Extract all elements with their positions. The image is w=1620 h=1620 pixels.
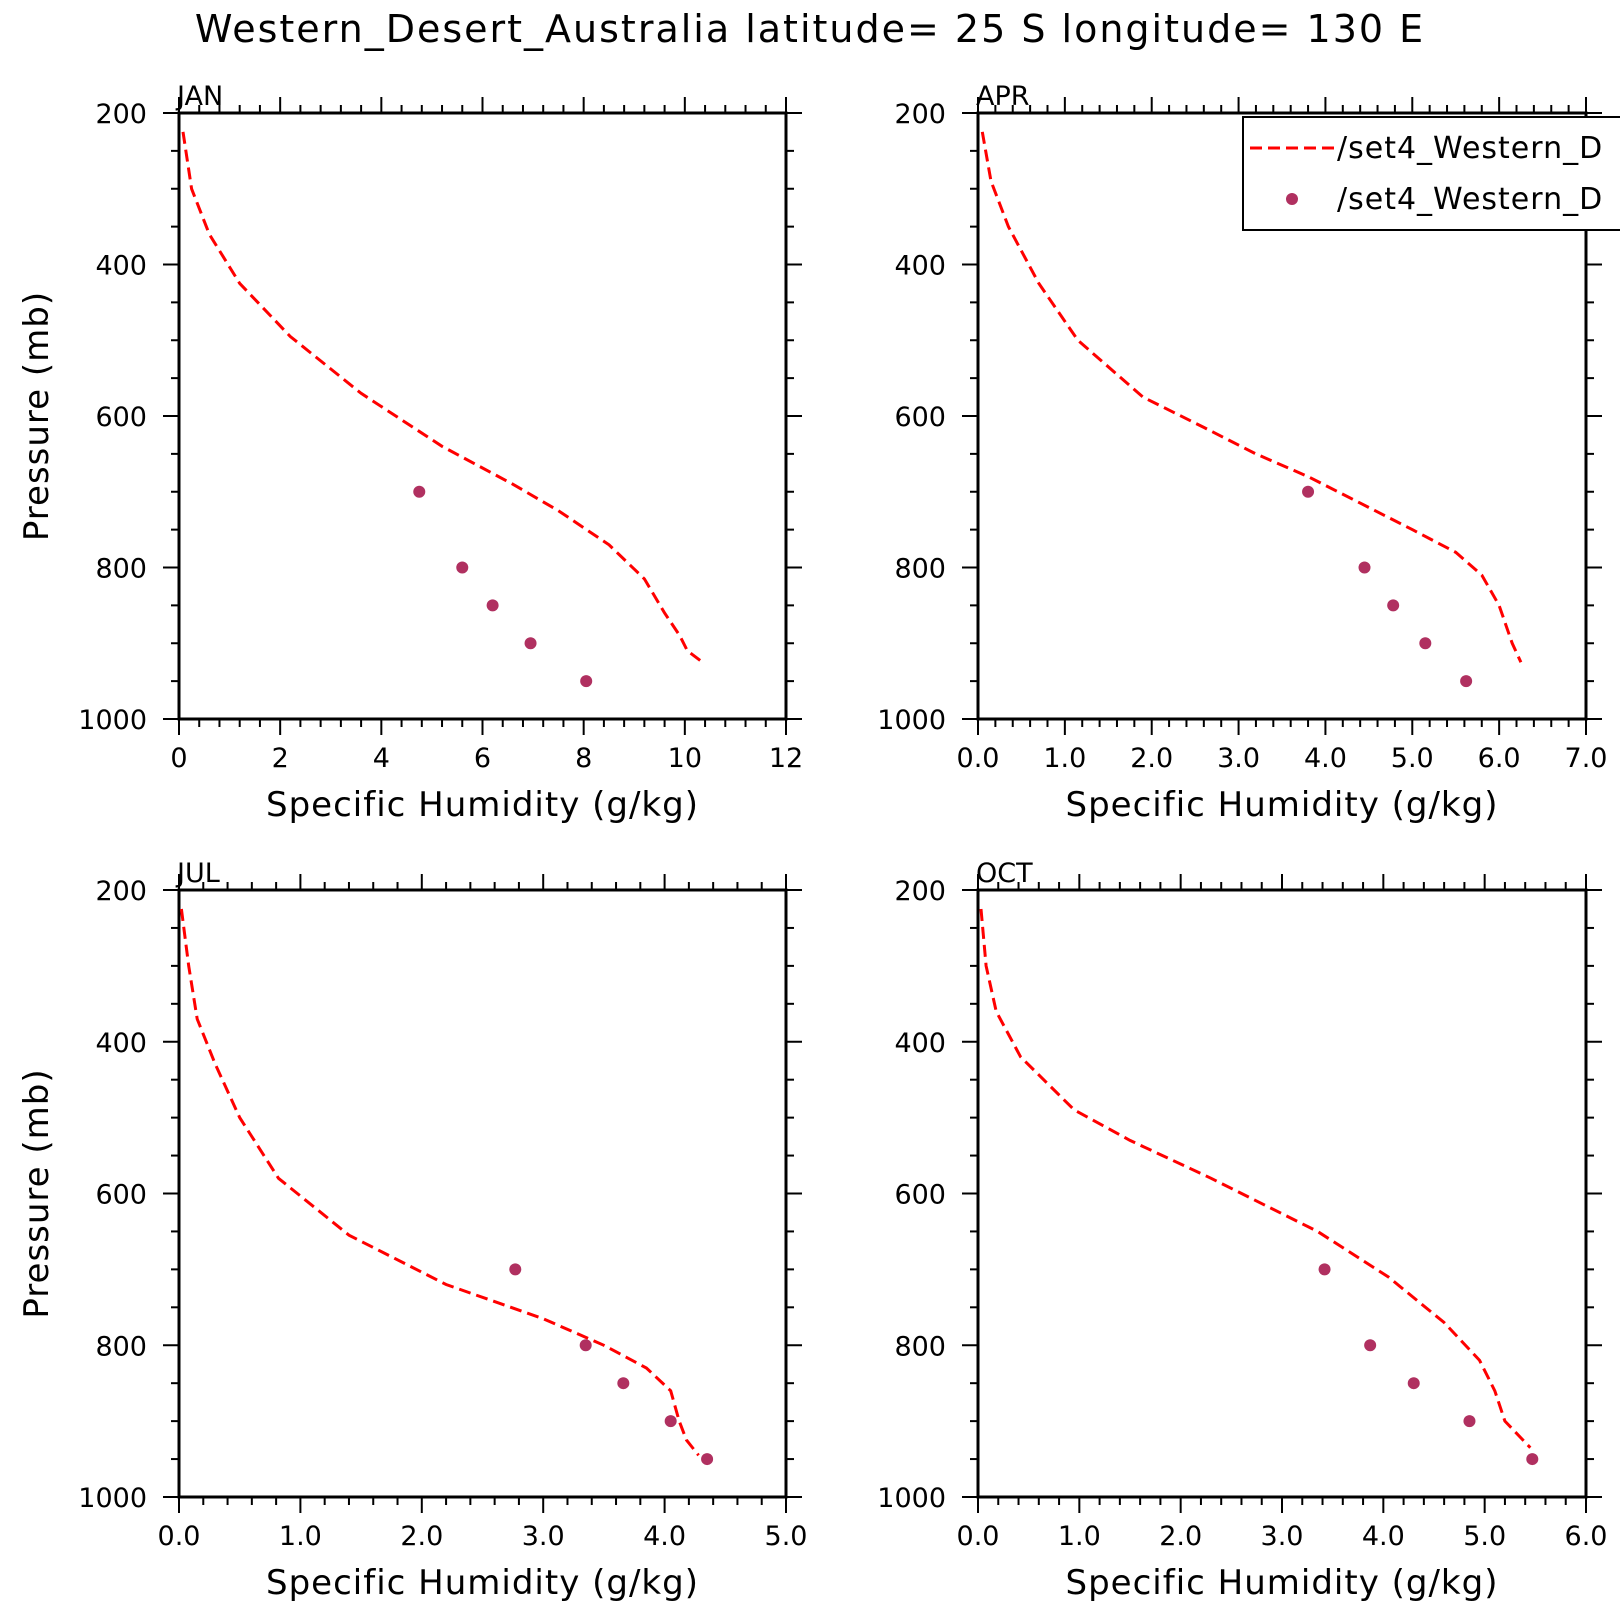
panel-apr: APR 0.0 1.0 2.0 3.0 4.0 5.0 6.0 7.0 200 400 600 800 1…	[877, 81, 1607, 825]
panel-label: JUL	[175, 858, 220, 889]
plot-frame	[177, 111, 788, 721]
panel-oct: OCT 0.0 1.0 2.0 3.0 4.0 5.0 6.0 200 400 600 800 1000…	[877, 858, 1607, 1603]
y-tick-label: 400	[95, 1028, 147, 1059]
x-tick-label: 1.0	[279, 1521, 322, 1552]
x-tick-label: 2.0	[1159, 1521, 1202, 1552]
x-tick-label: 4.0	[1304, 743, 1347, 774]
y-tick-label: 800	[894, 1331, 946, 1362]
x-tick-label: 6.0	[1478, 743, 1521, 774]
y-tick-label: 1000	[78, 705, 147, 736]
legend-dot-swatch	[1286, 193, 1298, 205]
x-tick-label: 0.0	[957, 743, 1000, 774]
obs-point	[1407, 1377, 1420, 1390]
y-tick-label: 400	[95, 251, 147, 282]
y-axis-label: Pressure (mb)	[17, 1068, 57, 1318]
obs-point	[1460, 675, 1473, 688]
x-axis-label: Specific Humidity (g/kg)	[1066, 785, 1499, 825]
y-tick-label: 600	[95, 402, 147, 433]
x-tick-label: 3.0	[1217, 743, 1260, 774]
x-tick-label: 5.0	[765, 1521, 808, 1552]
y-tick-label: 1000	[877, 705, 946, 736]
obs-point	[486, 599, 499, 612]
x-tick-label: 3.0	[1261, 1521, 1304, 1552]
x-tick-label: 2.0	[1130, 743, 1173, 774]
x-tick-label: 3.0	[522, 1521, 565, 1552]
model-profile-line	[979, 908, 1532, 1449]
x-tick-label: 2.0	[400, 1521, 443, 1552]
x-tick-label: 4.0	[1362, 1521, 1405, 1552]
obs-point	[1419, 637, 1432, 650]
legend-label-model: /set4_Western_D	[1337, 131, 1603, 166]
y-tick-label: 200	[894, 876, 946, 907]
y-tick-label: 800	[95, 554, 147, 585]
y-tick-label: 600	[894, 402, 946, 433]
x-tick-label: 4	[373, 743, 390, 774]
x-tick-label: 2	[272, 743, 289, 774]
model-profile-line	[181, 131, 704, 664]
y-tick-label: 400	[894, 251, 946, 282]
obs-point	[524, 637, 537, 650]
y-tick-label: 1000	[877, 1483, 946, 1514]
figure-title: Western_Desert_Australia latitude= 25 S …	[195, 7, 1425, 51]
y-tick-label: 1000	[78, 1483, 147, 1514]
obs-point	[1318, 1263, 1331, 1276]
x-tick-label: 0.0	[957, 1521, 1000, 1552]
panel-label: APR	[976, 81, 1030, 112]
obs-point	[664, 1415, 677, 1428]
y-axis-label: Pressure (mb)	[17, 291, 57, 541]
y-tick-label: 200	[95, 876, 147, 907]
obs-point	[580, 675, 593, 688]
panel-label: OCT	[976, 858, 1033, 889]
obs-point	[456, 561, 469, 574]
panel-jul: JUL 0.0 1.0 2.0 3.0 4.0 5.0 200 400 600 800 1000 Spe…	[17, 858, 807, 1603]
y-tick-label: 800	[95, 1331, 147, 1362]
x-tick-label: 1.0	[1058, 1521, 1101, 1552]
obs-point	[509, 1263, 522, 1276]
obs-point	[1387, 599, 1400, 612]
legend: /set4_Western_D/set4_Western_D	[1242, 116, 1620, 231]
legend-box	[1242, 116, 1620, 231]
x-tick-label: 5.0	[1391, 743, 1434, 774]
obs-point	[1302, 485, 1315, 498]
obs-point	[701, 1453, 714, 1466]
plot-frame	[177, 888, 788, 1499]
plot-frame	[976, 888, 1588, 1499]
x-axis-label: Specific Humidity (g/kg)	[1066, 1563, 1499, 1603]
obs-point	[1364, 1339, 1377, 1352]
y-tick-label: 200	[894, 99, 946, 130]
obs-point	[1526, 1453, 1539, 1466]
y-tick-label: 600	[95, 1180, 147, 1211]
y-tick-label: 600	[894, 1180, 946, 1211]
x-tick-label: 12	[769, 743, 803, 774]
x-tick-label: 10	[668, 743, 702, 774]
x-tick-label: 8	[575, 743, 592, 774]
y-tick-label: 800	[894, 554, 946, 585]
x-tick-label: 0.0	[158, 1521, 201, 1552]
x-tick-label: 0	[170, 743, 187, 774]
legend-label-obs: /set4_Western_D	[1337, 182, 1603, 217]
y-tick-label: 400	[894, 1028, 946, 1059]
x-tick-label: 6	[474, 743, 491, 774]
x-tick-label: 6.0	[1565, 1521, 1608, 1552]
obs-point	[1358, 561, 1371, 574]
x-tick-label: 7.0	[1565, 743, 1608, 774]
model-profile-line	[179, 908, 700, 1457]
x-axis-label: Specific Humidity (g/kg)	[266, 1563, 699, 1603]
obs-point	[579, 1339, 592, 1352]
obs-point	[413, 485, 426, 498]
x-tick-label: 5.0	[1463, 1521, 1506, 1552]
obs-point	[617, 1377, 630, 1390]
model-profile-line	[980, 131, 1523, 663]
y-tick-label: 200	[95, 99, 147, 130]
x-tick-label: 4.0	[643, 1521, 686, 1552]
x-axis-label: Specific Humidity (g/kg)	[266, 785, 699, 825]
obs-point	[1463, 1415, 1476, 1428]
x-tick-label: 1.0	[1043, 743, 1086, 774]
